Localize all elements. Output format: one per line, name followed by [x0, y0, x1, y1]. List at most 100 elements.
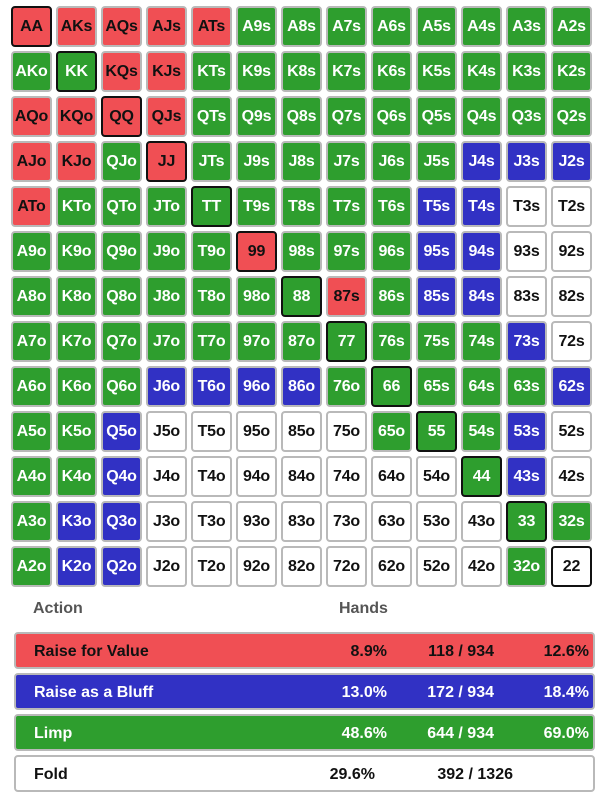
hand-cell-64s[interactable]: 64s — [461, 366, 502, 407]
hand-cell-k5o[interactable]: K5o — [56, 411, 97, 452]
hand-cell-k5s[interactable]: K5s — [416, 51, 457, 92]
hand-cell-74o[interactable]: 74o — [326, 456, 367, 497]
hand-cell-aa[interactable]: AA — [11, 6, 52, 47]
hand-cell-a5o[interactable]: A5o — [11, 411, 52, 452]
hand-cell-82s[interactable]: 82s — [551, 276, 592, 317]
hand-cell-t5s[interactable]: T5s — [416, 186, 457, 227]
hand-cell-96o[interactable]: 96o — [236, 366, 277, 407]
hand-cell-j5o[interactable]: J5o — [146, 411, 187, 452]
hand-cell-83s[interactable]: 83s — [506, 276, 547, 317]
hand-cell-76s[interactable]: 76s — [371, 321, 412, 362]
hand-cell-q6s[interactable]: Q6s — [371, 96, 412, 137]
hand-cell-j6o[interactable]: J6o — [146, 366, 187, 407]
hand-cell-k7s[interactable]: K7s — [326, 51, 367, 92]
hand-cell-a5s[interactable]: A5s — [416, 6, 457, 47]
hand-cell-99[interactable]: 99 — [236, 231, 277, 272]
hand-cell-86s[interactable]: 86s — [371, 276, 412, 317]
hand-cell-j2o[interactable]: J2o — [146, 546, 187, 587]
hand-cell-q2o[interactable]: Q2o — [101, 546, 142, 587]
hand-cell-96s[interactable]: 96s — [371, 231, 412, 272]
hand-cell-q7s[interactable]: Q7s — [326, 96, 367, 137]
hand-cell-j8s[interactable]: J8s — [281, 141, 322, 182]
hand-cell-t4o[interactable]: T4o — [191, 456, 232, 497]
hand-cell-a2s[interactable]: A2s — [551, 6, 592, 47]
hand-cell-a6o[interactable]: A6o — [11, 366, 52, 407]
hand-cell-ako[interactable]: AKo — [11, 51, 52, 92]
hand-cell-q3o[interactable]: Q3o — [101, 501, 142, 542]
hand-cell-qjo[interactable]: QJo — [101, 141, 142, 182]
hand-cell-tt[interactable]: TT — [191, 186, 232, 227]
hand-cell-a2o[interactable]: A2o — [11, 546, 52, 587]
hand-cell-82o[interactable]: 82o — [281, 546, 322, 587]
hand-cell-62o[interactable]: 62o — [371, 546, 412, 587]
hand-cell-j5s[interactable]: J5s — [416, 141, 457, 182]
hand-cell-kqo[interactable]: KQo — [56, 96, 97, 137]
hand-cell-t9s[interactable]: T9s — [236, 186, 277, 227]
hand-cell-84s[interactable]: 84s — [461, 276, 502, 317]
hand-cell-a7s[interactable]: A7s — [326, 6, 367, 47]
hand-cell-83o[interactable]: 83o — [281, 501, 322, 542]
hand-cell-aqs[interactable]: AQs — [101, 6, 142, 47]
hand-cell-k8s[interactable]: K8s — [281, 51, 322, 92]
hand-cell-k3s[interactable]: K3s — [506, 51, 547, 92]
hand-cell-t2s[interactable]: T2s — [551, 186, 592, 227]
hand-cell-a4s[interactable]: A4s — [461, 6, 502, 47]
hand-cell-t8s[interactable]: T8s — [281, 186, 322, 227]
hand-cell-qto[interactable]: QTo — [101, 186, 142, 227]
hand-cell-76o[interactable]: 76o — [326, 366, 367, 407]
hand-cell-84o[interactable]: 84o — [281, 456, 322, 497]
hand-cell-jj[interactable]: JJ — [146, 141, 187, 182]
hand-cell-54s[interactable]: 54s — [461, 411, 502, 452]
hand-cell-k3o[interactable]: K3o — [56, 501, 97, 542]
hand-cell-97o[interactable]: 97o — [236, 321, 277, 362]
hand-cell-qjs[interactable]: QJs — [146, 96, 187, 137]
hand-cell-t3o[interactable]: T3o — [191, 501, 232, 542]
hand-cell-j7o[interactable]: J7o — [146, 321, 187, 362]
hand-cell-k6o[interactable]: K6o — [56, 366, 97, 407]
hand-cell-a8o[interactable]: A8o — [11, 276, 52, 317]
hand-cell-a9o[interactable]: A9o — [11, 231, 52, 272]
hand-cell-98o[interactable]: 98o — [236, 276, 277, 317]
hand-cell-j4o[interactable]: J4o — [146, 456, 187, 497]
hand-cell-a8s[interactable]: A8s — [281, 6, 322, 47]
hand-cell-aks[interactable]: AKs — [56, 6, 97, 47]
hand-cell-q2s[interactable]: Q2s — [551, 96, 592, 137]
hand-cell-85o[interactable]: 85o — [281, 411, 322, 452]
hand-cell-ato[interactable]: ATo — [11, 186, 52, 227]
hand-cell-42o[interactable]: 42o — [461, 546, 502, 587]
hand-cell-42s[interactable]: 42s — [551, 456, 592, 497]
hand-cell-77[interactable]: 77 — [326, 321, 367, 362]
hand-cell-qts[interactable]: QTs — [191, 96, 232, 137]
hand-cell-q3s[interactable]: Q3s — [506, 96, 547, 137]
hand-cell-92s[interactable]: 92s — [551, 231, 592, 272]
hand-cell-64o[interactable]: 64o — [371, 456, 412, 497]
hand-cell-j8o[interactable]: J8o — [146, 276, 187, 317]
hand-cell-t9o[interactable]: T9o — [191, 231, 232, 272]
hand-cell-q8o[interactable]: Q8o — [101, 276, 142, 317]
hand-cell-jts[interactable]: JTs — [191, 141, 232, 182]
hand-cell-kjo[interactable]: KJo — [56, 141, 97, 182]
hand-cell-55[interactable]: 55 — [416, 411, 457, 452]
hand-cell-52o[interactable]: 52o — [416, 546, 457, 587]
hand-cell-a3s[interactable]: A3s — [506, 6, 547, 47]
hand-cell-t4s[interactable]: T4s — [461, 186, 502, 227]
hand-cell-63s[interactable]: 63s — [506, 366, 547, 407]
hand-cell-t7s[interactable]: T7s — [326, 186, 367, 227]
hand-cell-q5s[interactable]: Q5s — [416, 96, 457, 137]
hand-cell-62s[interactable]: 62s — [551, 366, 592, 407]
hand-cell-j9o[interactable]: J9o — [146, 231, 187, 272]
hand-cell-22[interactable]: 22 — [551, 546, 592, 587]
hand-cell-54o[interactable]: 54o — [416, 456, 457, 497]
hand-cell-j7s[interactable]: J7s — [326, 141, 367, 182]
hand-cell-a4o[interactable]: A4o — [11, 456, 52, 497]
hand-cell-j2s[interactable]: J2s — [551, 141, 592, 182]
hand-cell-87o[interactable]: 87o — [281, 321, 322, 362]
hand-cell-32s[interactable]: 32s — [551, 501, 592, 542]
hand-cell-65s[interactable]: 65s — [416, 366, 457, 407]
hand-cell-j6s[interactable]: J6s — [371, 141, 412, 182]
hand-cell-66[interactable]: 66 — [371, 366, 412, 407]
hand-cell-q8s[interactable]: Q8s — [281, 96, 322, 137]
hand-cell-aqo[interactable]: AQo — [11, 96, 52, 137]
hand-cell-t3s[interactable]: T3s — [506, 186, 547, 227]
hand-cell-q5o[interactable]: Q5o — [101, 411, 142, 452]
